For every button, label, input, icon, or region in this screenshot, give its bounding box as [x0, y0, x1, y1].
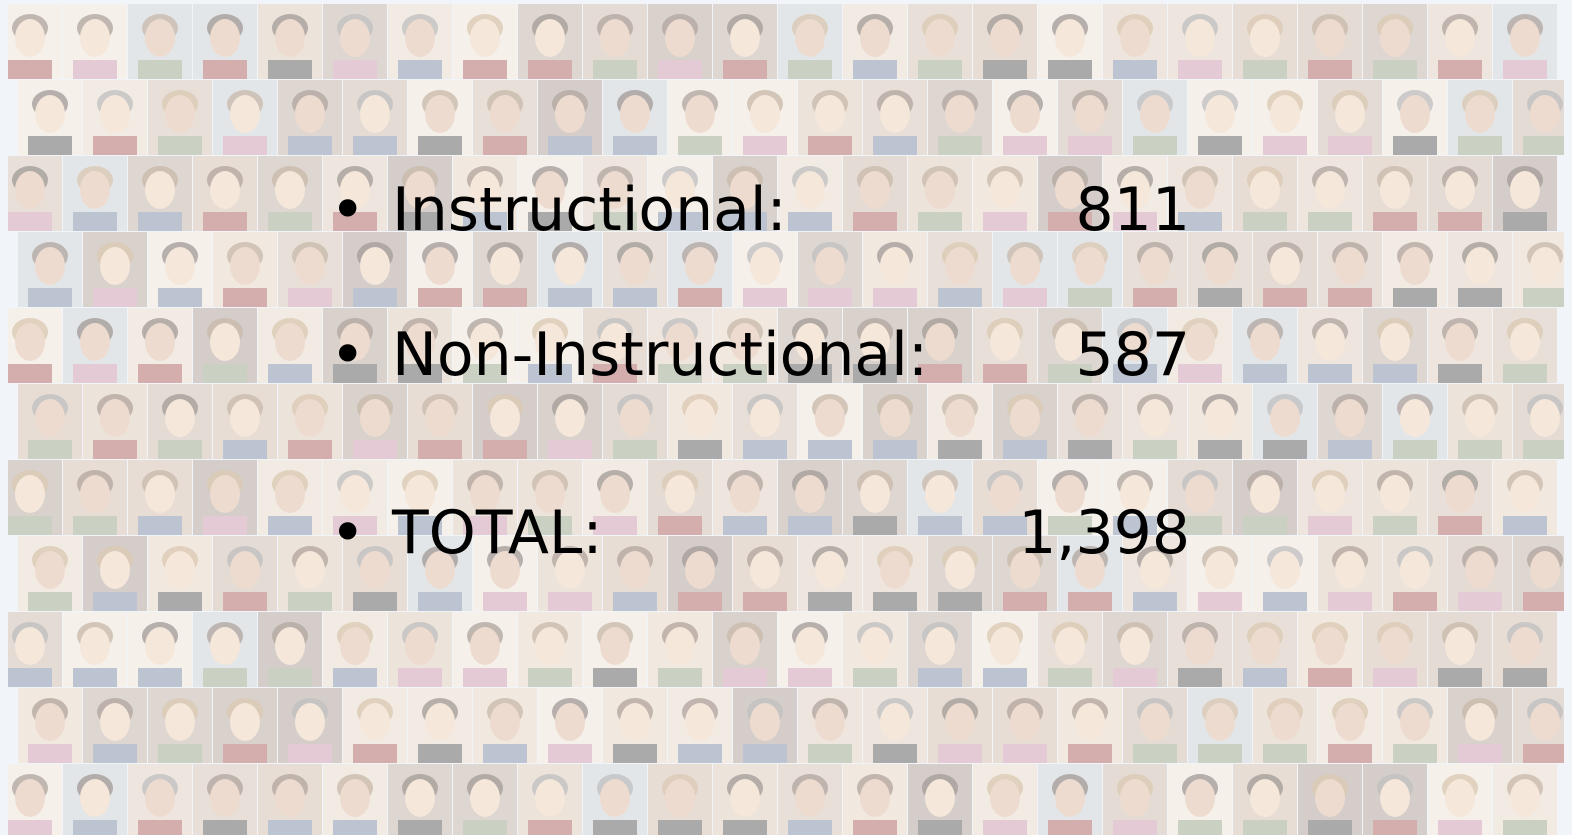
bullet-item: • TOTAL: 1,398 — [330, 493, 1190, 573]
item-value: 587 — [1075, 320, 1190, 390]
item-label: Instructional: — [392, 175, 787, 245]
bullet: • — [330, 498, 366, 568]
bullet: • — [330, 175, 366, 245]
item-label: Non-Instructional: — [392, 320, 929, 390]
bullet: • — [330, 320, 366, 390]
bullet-item: • Non-Instructional: 587 — [330, 315, 1190, 395]
bullet-item: • Instructional: 811 — [330, 170, 1190, 250]
item-value: 811 — [1075, 175, 1190, 245]
item-value: 1,398 — [1018, 498, 1190, 568]
item-label: TOTAL: — [392, 498, 603, 568]
